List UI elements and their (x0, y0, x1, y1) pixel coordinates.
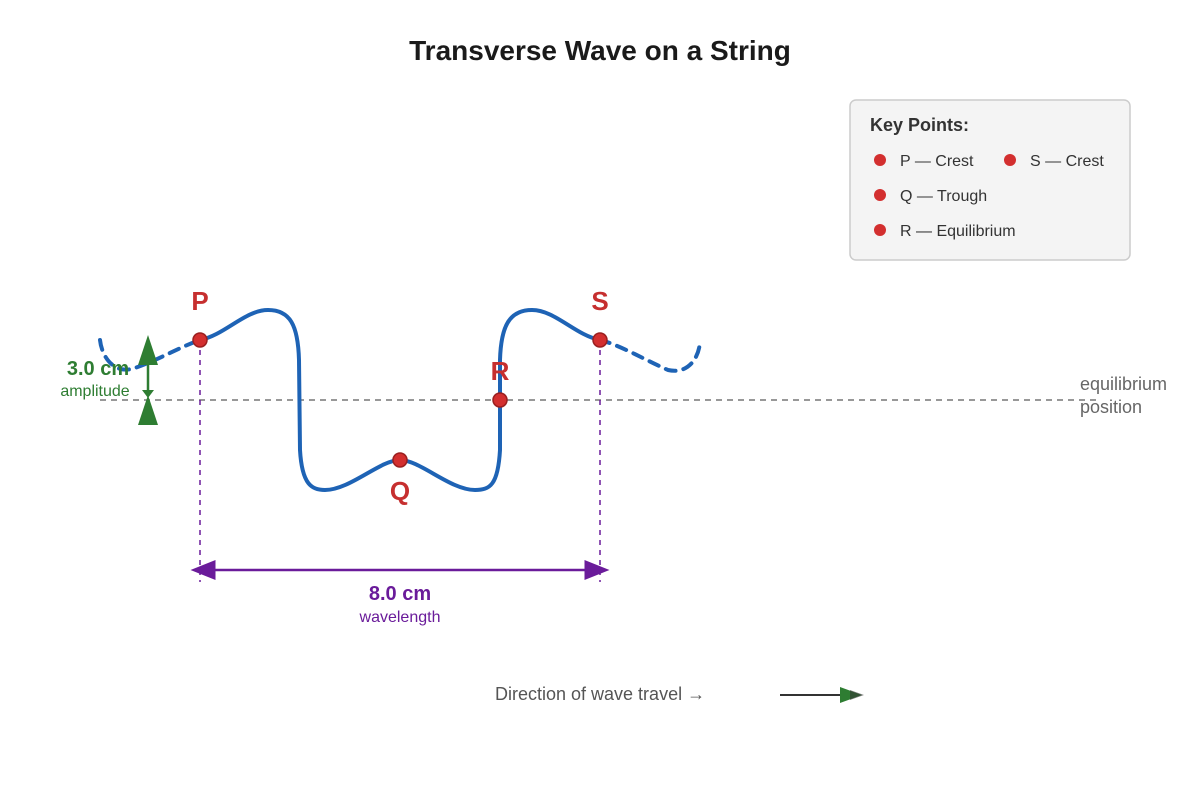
amplitude-label: amplitude (60, 383, 129, 400)
amplitude-arrow-up (138, 335, 158, 365)
point-q: Q (390, 452, 410, 506)
amplitude-indicator: 3.0 cm amplitude (60, 335, 158, 425)
legend-dot-r (874, 224, 886, 236)
equilibrium-label-line2: position (1080, 397, 1142, 417)
wave-extension-right (598, 338, 702, 373)
point-q-label: Q (390, 476, 410, 506)
legend-item-q: Q — Trough (900, 188, 987, 205)
point-q-marker (392, 452, 408, 468)
legend-item-r: R — Equilibrium (900, 223, 1016, 240)
point-r: R (491, 356, 510, 408)
legend-dot-s (1004, 154, 1016, 166)
amplitude-tick-arrow (142, 390, 154, 398)
amplitude-arrow-down (138, 395, 158, 425)
direction-arrow-tip (850, 690, 864, 700)
point-p: P (191, 286, 209, 348)
point-s-label: S (591, 286, 608, 316)
legend-heading: Key Points: (870, 115, 969, 135)
wavelength-indicator: 8.0 cm wavelength (190, 560, 610, 626)
point-s-marker (592, 332, 608, 348)
legend-box (849, 99, 1131, 261)
wavelength-label: wavelength (359, 609, 441, 626)
wave-extension-left (98, 338, 202, 372)
point-s: S (591, 286, 609, 348)
amplitude-value: 3.0 cm (67, 358, 129, 380)
equilibrium-label-line1: equilibrium (1080, 374, 1167, 394)
legend-item-p: P — Crest (900, 153, 974, 170)
wavelength-value: 8.0 cm (369, 583, 431, 605)
direction-indicator: Direction of wave travel → (495, 684, 864, 704)
point-r-marker (492, 392, 508, 408)
legend-item-s: S — Crest (1030, 153, 1104, 170)
point-r-label: R (491, 356, 510, 386)
page-title: Transverse Wave on a String (409, 35, 791, 66)
legend-dot-p (874, 154, 886, 166)
point-p-label: P (191, 286, 208, 316)
legend: Key Points: P — Crest S — Crest Q — Trou… (849, 99, 1131, 261)
legend-dot-q (874, 189, 886, 201)
direction-label: Direction of wave travel → (495, 684, 705, 704)
point-p-marker (192, 332, 208, 348)
